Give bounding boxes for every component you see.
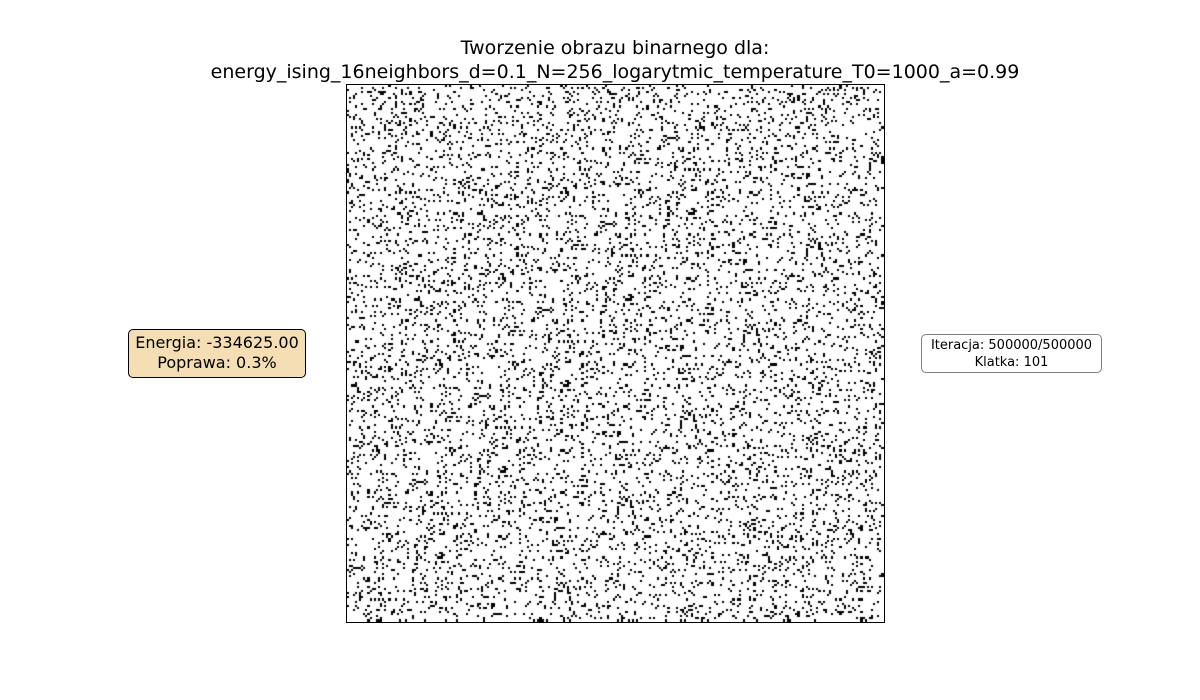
binary-image-grid: [347, 85, 884, 622]
improvement-value-label: Poprawa: 0.3%: [157, 353, 277, 372]
iteration-counter-label: Iteracja: 500000/500000: [930, 338, 1093, 353]
energy-info-box: Energia: -334625.00 Poprawa: 0.3%: [128, 329, 306, 378]
chart-title: Tworzenie obrazu binarnego dla: energy_i…: [0, 36, 1200, 84]
chart-title-line-2: energy_ising_16neighbors_d=0.1_N=256_log…: [210, 61, 1020, 83]
iteration-info-box: Iteracja: 500000/500000 Klatka: 101: [921, 334, 1102, 373]
frame-counter-label: Klatka: 101: [974, 355, 1049, 370]
chart-title-line-1: Tworzenie obrazu binarnego dla:: [460, 37, 770, 59]
binary-image-panel: [346, 84, 885, 623]
energy-value-label: Energia: -334625.00: [135, 333, 299, 352]
